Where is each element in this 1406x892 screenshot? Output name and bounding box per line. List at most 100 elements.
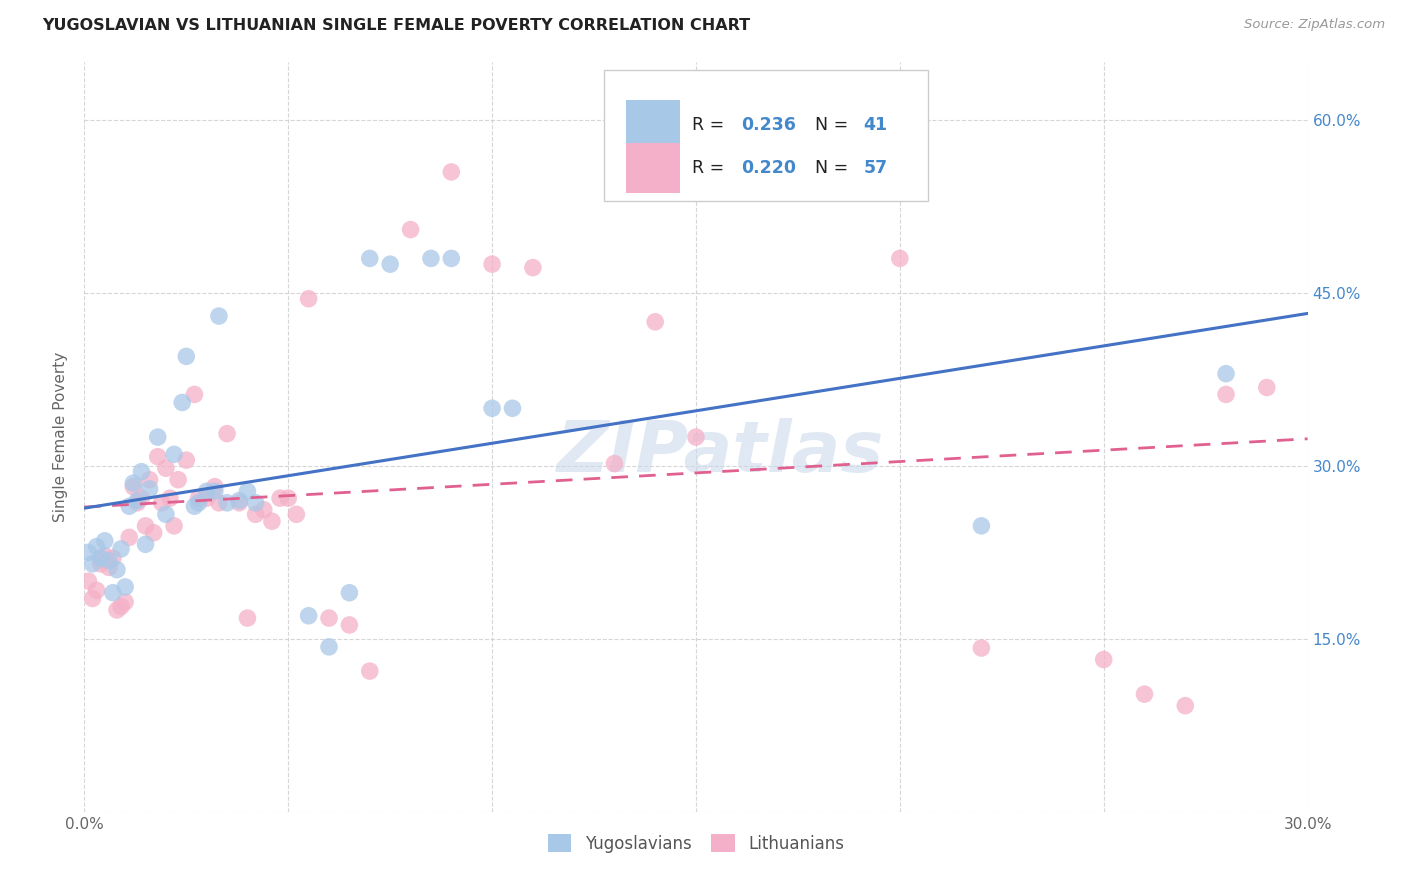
Point [174, 350, 197, 364]
Point [82, 591, 104, 606]
Text: R =: R = [692, 159, 730, 178]
Point [150, 496, 173, 510]
Point [245, 508, 267, 522]
Point [285, 508, 308, 522]
Point [339, 585, 361, 599]
Text: 0.220: 0.220 [741, 159, 796, 178]
Point [110, 541, 132, 556]
Point [118, 500, 141, 514]
Point [127, 493, 149, 508]
Point [93, 533, 115, 548]
Point [118, 530, 141, 544]
Point [155, 461, 177, 475]
Point [155, 508, 177, 522]
Point [1174, 698, 1197, 713]
Point [114, 580, 136, 594]
Point [970, 640, 993, 655]
Point [86, 583, 108, 598]
Point [603, 457, 626, 471]
Point [146, 450, 169, 464]
Point [138, 473, 160, 487]
Point [217, 496, 239, 510]
Point [228, 496, 250, 510]
Point [77, 574, 100, 589]
Point [86, 540, 108, 554]
Point [195, 484, 218, 499]
Text: R =: R = [692, 116, 730, 134]
Point [110, 599, 132, 614]
Point [114, 595, 136, 609]
Point [105, 563, 128, 577]
Point [159, 491, 181, 505]
Point [1133, 687, 1156, 701]
Point [195, 491, 218, 505]
Point [101, 585, 124, 599]
Point [204, 484, 226, 499]
Point [236, 611, 259, 625]
Point [77, 545, 100, 559]
Text: N =: N = [814, 159, 853, 178]
Point [204, 480, 226, 494]
Point [277, 491, 299, 505]
Point [135, 519, 157, 533]
Point [1215, 387, 1237, 401]
FancyBboxPatch shape [626, 100, 681, 149]
Point [208, 496, 231, 510]
Point [208, 309, 231, 323]
Point [163, 447, 186, 461]
Point [260, 514, 283, 528]
Legend: Yugoslavians, Lithuanians: Yugoslavians, Lithuanians [541, 828, 851, 860]
Point [174, 453, 197, 467]
Point [269, 491, 291, 505]
Point [970, 519, 993, 533]
Point [101, 551, 124, 566]
Point [131, 491, 153, 505]
Point [97, 553, 120, 567]
Point [339, 618, 361, 632]
Point [440, 165, 463, 179]
Point [131, 465, 153, 479]
Point [318, 640, 340, 654]
Point [93, 549, 115, 563]
Point [298, 608, 321, 623]
Point [122, 480, 145, 494]
Point [380, 257, 402, 271]
Text: ZIPatlas: ZIPatlas [557, 417, 884, 486]
Point [187, 491, 209, 505]
Point [236, 484, 259, 499]
FancyBboxPatch shape [626, 144, 681, 193]
Point [146, 430, 169, 444]
Point [183, 500, 205, 514]
Point [644, 315, 666, 329]
Point [187, 496, 209, 510]
Point [135, 537, 157, 551]
Point [522, 260, 544, 275]
Point [253, 502, 276, 516]
Point [685, 430, 707, 444]
Point [138, 482, 160, 496]
Text: 0.236: 0.236 [741, 116, 796, 134]
Point [481, 257, 503, 271]
Point [172, 395, 194, 409]
FancyBboxPatch shape [605, 70, 928, 201]
Point [82, 557, 104, 571]
Point [1092, 652, 1115, 666]
Text: Source: ZipAtlas.com: Source: ZipAtlas.com [1244, 18, 1385, 31]
Point [127, 496, 149, 510]
Point [359, 252, 381, 266]
Point [90, 551, 112, 566]
Point [245, 496, 267, 510]
Point [97, 560, 120, 574]
Point [1256, 380, 1278, 394]
Point [163, 519, 186, 533]
Text: 41: 41 [863, 116, 887, 134]
Point [298, 292, 321, 306]
Y-axis label: Single Female Poverty: Single Female Poverty [53, 352, 69, 522]
Point [502, 401, 524, 416]
Point [167, 473, 190, 487]
Point [1215, 367, 1237, 381]
Point [399, 222, 422, 236]
Point [105, 603, 128, 617]
Text: YUGOSLAVIAN VS LITHUANIAN SINGLE FEMALE POVERTY CORRELATION CHART: YUGOSLAVIAN VS LITHUANIAN SINGLE FEMALE … [42, 18, 751, 33]
Point [481, 401, 503, 416]
